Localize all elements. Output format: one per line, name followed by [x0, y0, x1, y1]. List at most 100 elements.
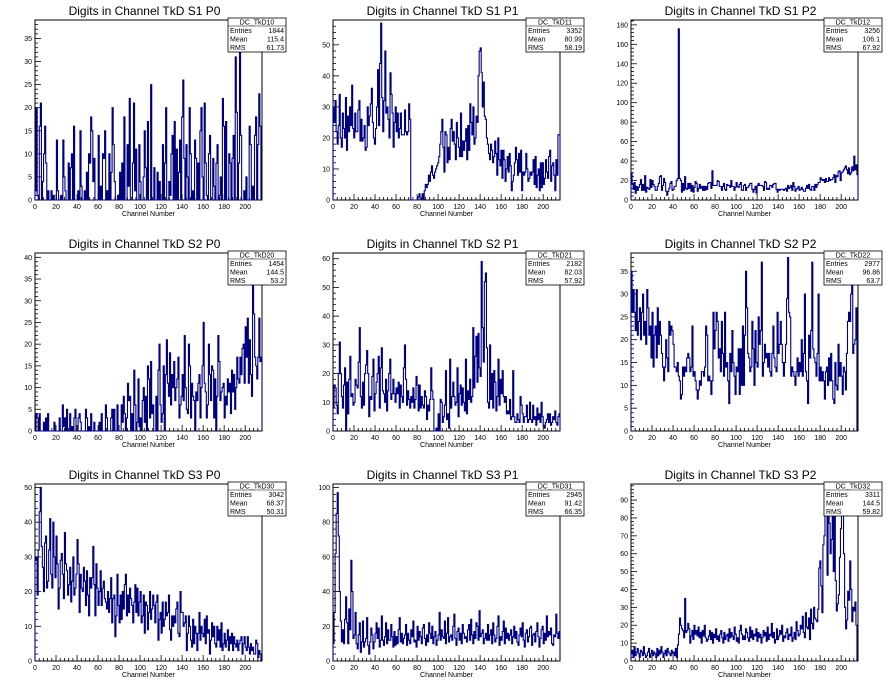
x-tick-label: 100: [432, 665, 444, 672]
y-tick-label: 15: [620, 360, 628, 367]
x-tick-label: 120: [155, 435, 167, 442]
y-tick-label: 60: [620, 139, 628, 146]
x-tick-label: 140: [474, 435, 486, 442]
stats-value-entries: 3042: [268, 492, 284, 499]
x-tick-label: 100: [134, 435, 146, 442]
stats-value-rms: 66.35: [564, 509, 582, 516]
x-tick-label: 160: [793, 665, 805, 672]
y-tick-label: 30: [24, 59, 32, 66]
x-tick-label: 180: [814, 204, 826, 211]
stats-label-mean: Mean: [826, 501, 844, 508]
histogram-panel: Digits in Channel TkD S2 P10 20 40 60 80 100 1…: [322, 237, 585, 449]
x-tick-label: 180: [516, 665, 528, 672]
x-tick-label: 60: [392, 204, 400, 211]
y-tick-label: 80: [620, 120, 628, 127]
x-tick-label: 40: [371, 435, 379, 442]
stats-label-rms: RMS: [230, 278, 246, 285]
stats-label-entries: Entries: [826, 492, 848, 499]
x-tick-label: 140: [176, 204, 188, 211]
y-tick-label: 70: [620, 533, 628, 540]
x-tick-label: 200: [239, 435, 251, 442]
y-tick-label: 0: [28, 429, 32, 436]
stats-value-entries: 3352: [566, 28, 582, 35]
x-tick-label: 200: [537, 665, 549, 672]
stats-label-rms: RMS: [528, 45, 544, 52]
x-tick-label: 80: [413, 204, 421, 211]
stats-label-entries: Entries: [528, 492, 550, 499]
stats-histogram-name: DC_TkD30: [240, 484, 275, 491]
y-tick-label: 40: [322, 73, 330, 80]
y-tick-label: 0: [326, 659, 330, 666]
y-tick-label: 0: [624, 198, 628, 205]
chart-title: Digits in Channel TkD S3 P0: [69, 468, 221, 482]
y-tick-label: 50: [24, 485, 32, 492]
stats-label-entries: Entries: [230, 28, 252, 35]
x-tick-label: 120: [751, 665, 763, 672]
y-tick-label: 40: [24, 255, 32, 262]
y-tick-label: 20: [620, 178, 628, 185]
x-tick-label: 60: [690, 435, 698, 442]
x-tick-label: 140: [772, 435, 784, 442]
y-tick-label: 30: [322, 104, 330, 111]
stats-label-entries: Entries: [528, 28, 550, 35]
y-tick-label: 20: [322, 135, 330, 142]
y-tick-label: 30: [24, 554, 32, 561]
stats-value-mean: 106.1: [862, 37, 880, 44]
x-tick-label: 0: [331, 665, 335, 672]
x-tick-label: 60: [690, 204, 698, 211]
stats-value-entries: 1454: [268, 261, 284, 268]
stats-label-entries: Entries: [826, 261, 848, 268]
x-tick-label: 80: [711, 204, 719, 211]
x-tick-label: 40: [669, 665, 677, 672]
chart-title: Digits in Channel TkD S1 P1: [367, 4, 519, 18]
stats-label-entries: Entries: [230, 261, 252, 268]
x-axis-label: Channel Number: [718, 672, 772, 679]
stats-value-mean: 82.03: [564, 270, 582, 277]
histogram-series-line: [332, 22, 561, 201]
x-tick-label: 20: [52, 665, 60, 672]
histogram-series-line: [34, 486, 262, 662]
y-tick-label: 140: [616, 61, 628, 68]
histogram-panel: Digits in Channel TkD S1 P10 20 40 60 80 100 1…: [322, 4, 585, 218]
y-tick-label: 25: [24, 320, 32, 327]
stats-value-rms: 67.92: [862, 45, 880, 52]
x-tick-label: 20: [350, 435, 358, 442]
y-tick-label: 100: [318, 485, 330, 492]
stats-value-entries: 2945: [566, 492, 582, 499]
x-tick-label: 0: [33, 665, 37, 672]
histogram-panel: Digits in Channel TkD S3 P1 0 20 40 60 80 100 1…: [318, 468, 585, 679]
x-tick-label: 180: [516, 204, 528, 211]
x-tick-label: 180: [218, 204, 230, 211]
y-tick-label: 0: [326, 429, 330, 436]
x-axis-label: Channel Number: [718, 442, 772, 449]
x-tick-label: 120: [453, 435, 465, 442]
x-tick-label: 0: [629, 204, 633, 211]
y-tick-label: 35: [24, 277, 32, 284]
x-tick-label: 60: [94, 204, 102, 211]
x-tick-label: 180: [814, 435, 826, 442]
y-tick-label: 0: [624, 429, 628, 436]
x-tick-label: 80: [115, 665, 123, 672]
stats-histogram-name: DC_TkD32: [836, 484, 871, 491]
x-axis-label: Channel Number: [420, 211, 474, 218]
histogram-series-line: [34, 37, 262, 201]
x-tick-label: 80: [413, 665, 421, 672]
x-tick-label: 160: [197, 665, 209, 672]
stats-value-mean: 80.99: [564, 37, 582, 44]
x-tick-label: 120: [751, 435, 763, 442]
x-tick-label: 140: [176, 665, 188, 672]
stats-histogram-name: DC_TkD10: [240, 20, 275, 27]
stats-value-rms: 63.7: [866, 278, 880, 285]
stats-label-mean: Mean: [826, 37, 844, 44]
y-tick-label: 20: [322, 371, 330, 378]
x-tick-label: 160: [495, 204, 507, 211]
stats-value-rms: 53.2: [270, 278, 284, 285]
x-tick-label: 40: [371, 204, 379, 211]
x-tick-label: 80: [413, 435, 421, 442]
stats-label-rms: RMS: [230, 509, 246, 516]
stats-label-rms: RMS: [826, 278, 842, 285]
